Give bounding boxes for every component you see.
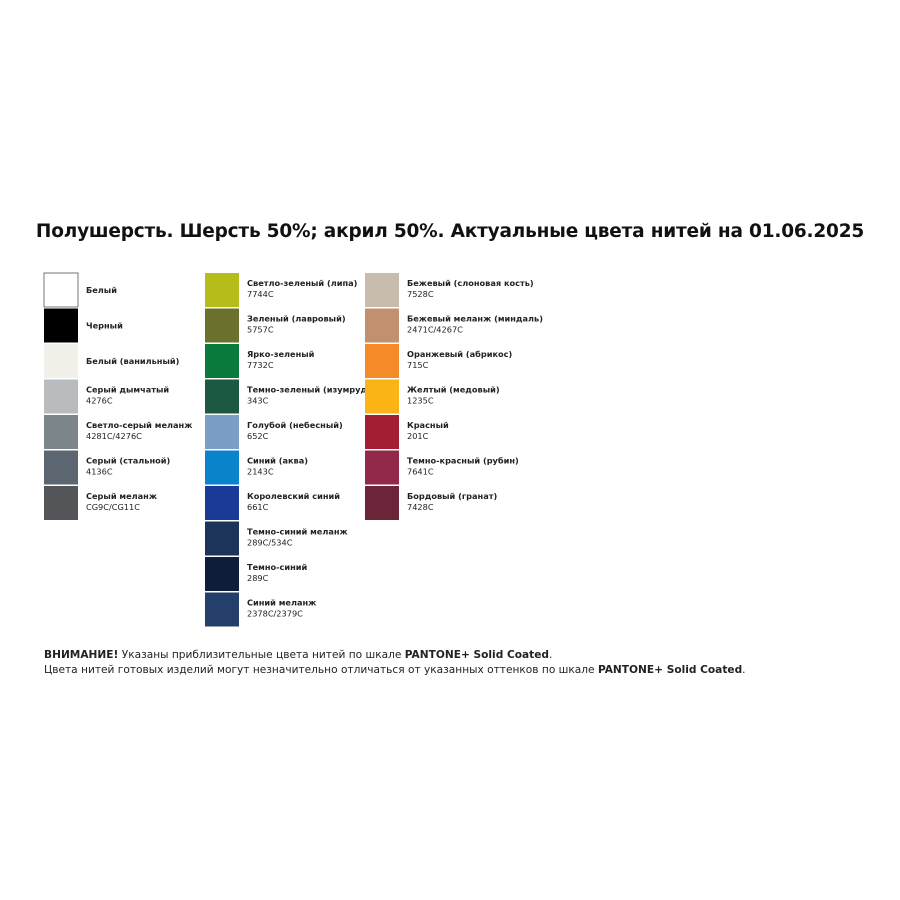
- color-code: 201C: [407, 431, 429, 441]
- note-text: Цвета нитей готовых изделий могут незнач…: [44, 664, 595, 676]
- swatch: [365, 450, 399, 485]
- color-code: 7732C: [247, 360, 274, 370]
- color-code: 7428C: [407, 502, 434, 512]
- swatch: [205, 273, 239, 307]
- color-code: 289C/534C: [247, 538, 293, 548]
- color-name: Темно-красный (рубин): [407, 456, 519, 466]
- color-code: 2143C: [247, 467, 274, 477]
- color-name: Темно-синий: [247, 562, 307, 572]
- color-name: Серый (стальной): [86, 456, 170, 466]
- color-name: Синий меланж: [247, 598, 317, 608]
- note-text: .: [742, 664, 746, 676]
- color-name: Красный: [407, 420, 449, 430]
- color-name: Бежевый меланж (миндаль): [407, 314, 543, 324]
- color-code: CG9C/CG11C: [86, 502, 140, 512]
- swatch: [205, 415, 239, 449]
- note-bold: ВНИМАНИЕ!: [44, 649, 119, 661]
- color-name: Темно-зеленый (изумруд): [247, 385, 371, 395]
- color-name: Черный: [86, 321, 123, 331]
- swatch: [43, 272, 79, 308]
- color-name: Светло-серый меланж: [86, 420, 193, 430]
- color-code: 4276C: [86, 396, 113, 406]
- notes: ВНИМАНИЕ! Указаны приблизительные цвета …: [44, 648, 746, 678]
- swatch: [205, 592, 239, 627]
- color-name: Темно-синий меланж: [247, 527, 349, 537]
- swatch: [205, 344, 239, 378]
- color-name: Бордовый (гранат): [407, 491, 497, 501]
- color-code: 715C: [407, 360, 429, 370]
- color-code: 7528C: [407, 289, 434, 299]
- color-name: Желтый (медовый): [407, 385, 500, 395]
- color-name: Белый (ванильный): [86, 356, 180, 366]
- color-name: Королевский синий: [247, 491, 340, 501]
- swatch: [205, 521, 239, 556]
- color-name: Ярко-зеленый: [247, 349, 315, 359]
- color-code: 4281C/4276C: [86, 431, 142, 441]
- swatch: [44, 415, 78, 449]
- color-code: 661C: [247, 502, 269, 512]
- swatch: [205, 486, 239, 520]
- note-bold: PANTONE+ Solid Coated: [404, 649, 549, 661]
- color-code: 4136C: [86, 467, 113, 477]
- color-code: 2378C/2379C: [247, 609, 303, 619]
- color-name: Белый: [86, 285, 117, 295]
- color-name: Бежевый (слоновая кость): [407, 278, 534, 288]
- color-name: Серый меланж: [86, 491, 158, 501]
- swatch: [44, 450, 78, 485]
- swatch: [365, 379, 399, 414]
- note-text: Указаны приблизительные цвета нитей по ш…: [121, 649, 402, 661]
- swatch: [365, 486, 399, 520]
- swatch: [365, 344, 399, 378]
- swatch: [365, 415, 399, 449]
- color-name: Светло-зеленый (липа): [247, 278, 358, 288]
- note-line: Цвета нитей готовых изделий могут незнач…: [44, 663, 746, 678]
- color-name: Зеленый (лавровый): [247, 314, 346, 324]
- note-line: ВНИМАНИЕ! Указаны приблизительные цвета …: [44, 648, 746, 663]
- swatch: [44, 344, 78, 378]
- color-name: Серый дымчатый: [86, 385, 169, 395]
- color-code: 652C: [247, 431, 269, 441]
- color-code: 1235C: [407, 396, 434, 406]
- swatch: [44, 308, 78, 343]
- swatch-grid: Белый Черный Белый (ванильный) Серый дымчат…: [43, 272, 543, 627]
- color-name: Голубой (небесный): [247, 420, 343, 430]
- color-code: 7744C: [247, 289, 274, 299]
- swatch: [205, 450, 239, 485]
- swatch: [44, 486, 78, 520]
- swatch: [205, 557, 239, 591]
- swatch: [365, 308, 399, 343]
- note-text: .: [549, 649, 553, 661]
- color-code: 2471C/4267C: [407, 325, 463, 335]
- color-name: Оранжевый (абрикос): [407, 349, 512, 359]
- color-code: 343C: [247, 396, 269, 406]
- color-code: 5757C: [247, 325, 274, 335]
- swatch: [205, 308, 239, 343]
- color-code: 7641C: [407, 467, 434, 477]
- color-name: Синий (аква): [247, 456, 308, 466]
- color-code: 289C: [247, 573, 269, 583]
- swatch: [44, 379, 78, 414]
- swatch: [205, 379, 239, 414]
- note-bold: PANTONE+ Solid Coated: [597, 664, 743, 676]
- swatch: [365, 273, 399, 307]
- title: Полушерсть. Шерсть 50%; акрил 50%. Актуа…: [35, 221, 865, 242]
